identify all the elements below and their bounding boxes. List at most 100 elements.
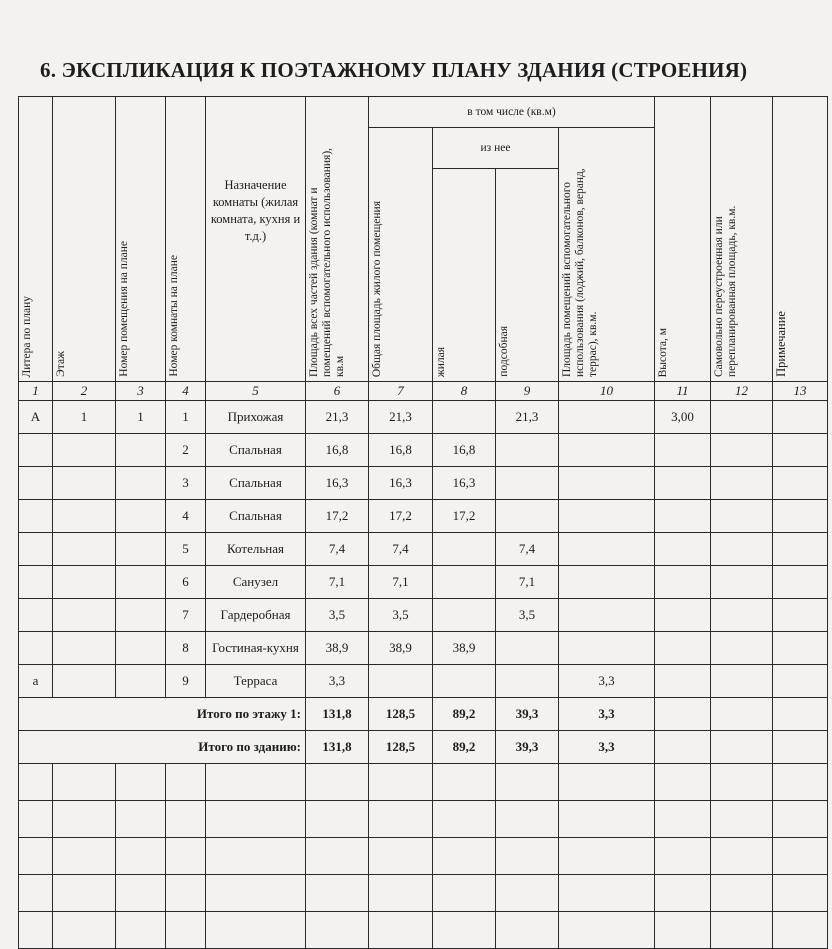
- empty-cell: [368, 874, 433, 912]
- empty-cell: [165, 800, 206, 838]
- table-cell: Спальная: [205, 499, 306, 533]
- empty-cell: [305, 874, 369, 912]
- totals-cell: 128,5: [368, 697, 433, 731]
- empty-cell: [52, 800, 116, 838]
- empty-cell: [368, 763, 433, 801]
- table-cell: [654, 466, 711, 500]
- empty-cell: [432, 911, 496, 949]
- table-cell: 16,3: [432, 466, 496, 500]
- table-cell: [432, 532, 496, 566]
- column-number: 4: [165, 381, 206, 401]
- header-letter: Литера по плану: [18, 96, 53, 382]
- header-text: подсобная: [498, 326, 510, 377]
- table-cell: [52, 466, 116, 500]
- empty-cell: [115, 837, 166, 875]
- table-cell: [710, 532, 773, 566]
- totals-cell: 89,2: [432, 730, 496, 764]
- empty-cell: [368, 837, 433, 875]
- totals-label: Итого по зданию:: [18, 730, 306, 764]
- empty-cell: [18, 837, 53, 875]
- table-cell: 5: [165, 532, 206, 566]
- empty-cell: [165, 911, 206, 949]
- empty-cell: [432, 837, 496, 875]
- table-cell: 9: [165, 664, 206, 698]
- empty-cell: [305, 837, 369, 875]
- table-cell: [558, 565, 655, 599]
- table-cell: [52, 598, 116, 632]
- table-cell: [772, 532, 828, 566]
- table-cell: [52, 433, 116, 467]
- empty-cell: [52, 763, 116, 801]
- empty-cell: [772, 763, 828, 801]
- header-purpose: Назначение комнаты (жилая комната, кухня…: [205, 96, 306, 382]
- table-cell: Терраса: [205, 664, 306, 698]
- table-cell: [18, 598, 53, 632]
- empty-cell: [205, 874, 306, 912]
- header-unauthorized-area: Самовольно переустроенная или перепланир…: [710, 96, 773, 382]
- table-cell: [432, 400, 496, 434]
- table-cell: 1: [115, 400, 166, 434]
- empty-cell: [115, 800, 166, 838]
- header-text: Высота, м: [657, 327, 669, 377]
- table-cell: [558, 532, 655, 566]
- table-cell: Гардеробная: [205, 598, 306, 632]
- table-cell: [772, 664, 828, 698]
- empty-cell: [710, 763, 773, 801]
- column-number: 8: [432, 381, 496, 401]
- table-cell: [772, 433, 828, 467]
- table-cell: 16,3: [305, 466, 369, 500]
- table-cell: [654, 532, 711, 566]
- table-cell: 7: [165, 598, 206, 632]
- header-text: Примечание: [774, 311, 788, 377]
- empty-cell: [558, 874, 655, 912]
- table-cell: [558, 433, 655, 467]
- empty-cell: [495, 800, 559, 838]
- header-total-area: Площадь всех частей здания (комнат и пом…: [305, 96, 369, 382]
- empty-cell: [495, 874, 559, 912]
- table-cell: [495, 631, 559, 665]
- empty-cell: [368, 800, 433, 838]
- empty-cell: [772, 874, 828, 912]
- table-row: 4 Спальная 17,2 17,2 17,2: [18, 499, 828, 533]
- table-cell: [772, 631, 828, 665]
- empty-cell: [305, 911, 369, 949]
- totals-cell: [710, 730, 773, 764]
- table-cell: 16,3: [368, 466, 433, 500]
- table-cell: 38,9: [432, 631, 496, 665]
- empty-cell: [52, 837, 116, 875]
- column-number: 9: [495, 381, 559, 401]
- totals-cell: [710, 697, 773, 731]
- empty-cell: [305, 763, 369, 801]
- header-text: жилая: [435, 346, 447, 377]
- header-premise-number: Номер помещения на плане: [115, 96, 166, 382]
- table-cell: Котельная: [205, 532, 306, 566]
- totals-cell: [772, 730, 828, 764]
- header-text: Номер помещения на плане: [118, 241, 130, 377]
- table-cell: 3,5: [368, 598, 433, 632]
- table-cell: [654, 664, 711, 698]
- table-cell: [654, 598, 711, 632]
- empty-cell: [710, 800, 773, 838]
- table-cell: [495, 499, 559, 533]
- table-cell: [495, 664, 559, 698]
- table-row: 5 Котельная 7,4 7,4 7,4: [18, 532, 828, 566]
- totals-cell: 131,8: [305, 697, 369, 731]
- table-cell: [710, 400, 773, 434]
- table-cell: [654, 565, 711, 599]
- table-cell: [52, 532, 116, 566]
- table-cell: [115, 631, 166, 665]
- table-cell: 16,8: [368, 433, 433, 467]
- empty-cell: [495, 763, 559, 801]
- table-cell: 7,1: [368, 565, 433, 599]
- header-including: в том числе (кв.м): [368, 96, 655, 128]
- explication-table: Литера по плану Этаж Номер помещения на …: [18, 96, 828, 949]
- empty-cell: [772, 911, 828, 949]
- table-cell: 17,2: [432, 499, 496, 533]
- table-cell: [432, 565, 496, 599]
- totals-cell: 89,2: [432, 697, 496, 731]
- table-cell: 21,3: [495, 400, 559, 434]
- table-cell: 1: [52, 400, 116, 434]
- empty-cell: [558, 800, 655, 838]
- table-cell: [772, 400, 828, 434]
- table-cell: [710, 433, 773, 467]
